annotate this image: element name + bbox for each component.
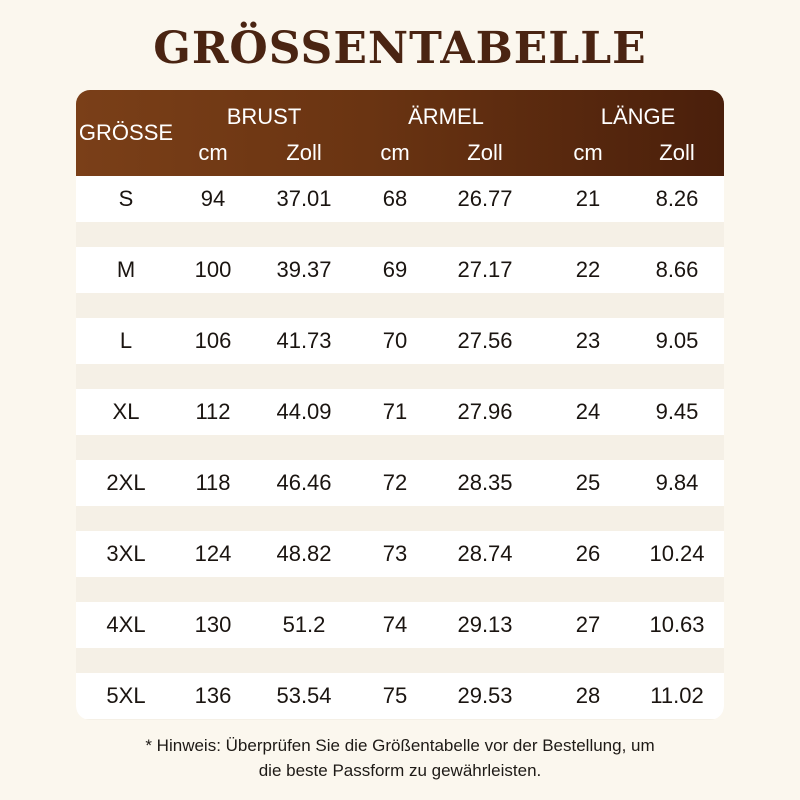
table-row: 5XL 136 53.54 75 29.53 28 11.02 (76, 673, 724, 719)
laenge-zoll-cell: 9.05 (655, 328, 699, 353)
laenge-cm-cell: 25 (575, 470, 601, 495)
table-row: L 106 41.73 70 27.56 23 9.05 (76, 318, 724, 364)
aermel-zoll-cell: 27.96 (457, 399, 513, 424)
laenge-cm-cell: 27 (575, 612, 601, 637)
header-unit-brust-cm: cm (198, 140, 228, 165)
size-cell: 3XL (106, 541, 146, 566)
laenge-zoll-cell: 10.63 (649, 612, 705, 637)
brust-zoll-cell: 44.09 (276, 399, 332, 424)
header-group-brust: BRUST (226, 104, 302, 129)
size-cell: M (116, 257, 136, 282)
footnote-line-2: die beste Passform zu gewährleisten. (258, 761, 542, 780)
aermel-cm-cell: 72 (382, 470, 408, 495)
aermel-zoll-cell: 28.74 (457, 541, 513, 566)
aermel-zoll-cell: 27.56 (457, 328, 513, 353)
size-cell: XL (112, 399, 140, 424)
header-group-aermel: ÄRMEL (408, 104, 484, 129)
footnote-line-1: * Hinweis: Überprüfen Sie die Größentabe… (145, 736, 655, 755)
laenge-zoll-cell: 8.66 (655, 257, 699, 282)
laenge-zoll-cell: 10.24 (649, 541, 705, 566)
size-cell: L (119, 328, 133, 353)
brust-cm-cell: 118 (195, 470, 231, 495)
aermel-cm-cell: 68 (382, 186, 408, 211)
brust-zoll-cell: 39.37 (276, 257, 332, 282)
header-unit-laenge-zoll: Zoll (659, 140, 695, 165)
header-unit-aermel-cm: cm (380, 140, 410, 165)
brust-zoll-cell: 53.54 (276, 683, 332, 708)
brust-zoll-cell: 46.46 (276, 470, 332, 495)
brust-cm-cell: 100 (194, 257, 232, 282)
size-cell: 4XL (106, 612, 146, 637)
laenge-cm-cell: 23 (575, 328, 601, 353)
aermel-cm-cell: 71 (382, 399, 408, 424)
table-row: S 94 37.01 68 26.77 21 8.26 (76, 176, 724, 222)
brust-cm-cell: 136 (194, 683, 232, 708)
aermel-zoll-cell: 29.13 (457, 612, 513, 637)
brust-cm-cell: 112 (195, 399, 231, 424)
brust-zoll-cell: 48.82 (276, 541, 332, 566)
table-row: XL 112 44.09 71 27.96 24 9.45 (76, 389, 724, 435)
laenge-cm-cell: 24 (575, 399, 601, 424)
brust-zoll-cell: 51.2 (282, 612, 326, 637)
laenge-cm-cell: 21 (575, 186, 601, 211)
brust-cm-cell: 106 (194, 328, 232, 353)
aermel-cm-cell: 75 (382, 683, 408, 708)
header-size: GRÖSSE (78, 120, 174, 145)
laenge-zoll-cell: 8.26 (655, 186, 699, 211)
brust-zoll-cell: 41.73 (276, 328, 332, 353)
table-row: 4XL 130 51.2 74 29.13 27 10.63 (76, 602, 724, 648)
header-unit-brust-zoll: Zoll (286, 140, 322, 165)
size-table: GRÖSSE BRUST ÄRMEL LÄNGE cm Zoll cm Zoll… (76, 90, 724, 720)
brust-cm-cell: 124 (194, 541, 232, 566)
size-cell: 2XL (106, 470, 146, 495)
footnote: * Hinweis: Überprüfen Sie die Größentabe… (0, 733, 800, 783)
table-row: 3XL 124 48.82 73 28.74 26 10.24 (76, 531, 724, 577)
brust-zoll-cell: 37.01 (276, 186, 332, 211)
header-unit-laenge-cm: cm (573, 140, 603, 165)
aermel-cm-cell: 69 (382, 257, 408, 282)
laenge-cm-cell: 28 (575, 683, 601, 708)
laenge-zoll-cell: 9.84 (655, 470, 699, 495)
aermel-zoll-cell: 27.17 (457, 257, 513, 282)
page-title: GRÖSSENTABELLE (153, 23, 647, 74)
table-header: GRÖSSE BRUST ÄRMEL LÄNGE cm Zoll cm Zoll… (76, 90, 724, 176)
header-group-laenge: LÄNGE (600, 104, 676, 129)
aermel-cm-cell: 73 (382, 541, 408, 566)
aermel-zoll-cell: 26.77 (457, 186, 513, 211)
aermel-cm-cell: 74 (382, 612, 408, 637)
table-row: 2XL 118 46.46 72 28.35 25 9.84 (76, 460, 724, 506)
brust-cm-cell: 130 (194, 612, 232, 637)
size-cell: 5XL (106, 683, 146, 708)
laenge-zoll-cell: 9.45 (655, 399, 699, 424)
aermel-zoll-cell: 28.35 (457, 470, 513, 495)
header-unit-aermel-zoll: Zoll (467, 140, 503, 165)
laenge-cm-cell: 26 (575, 541, 601, 566)
table-row: M 100 39.37 69 27.17 22 8.66 (76, 247, 724, 293)
laenge-cm-cell: 22 (575, 257, 601, 282)
laenge-zoll-cell: 11.02 (650, 683, 704, 708)
size-cell: S (118, 186, 134, 211)
brust-cm-cell: 94 (200, 186, 226, 211)
aermel-zoll-cell: 29.53 (457, 683, 513, 708)
aermel-cm-cell: 70 (382, 328, 408, 353)
